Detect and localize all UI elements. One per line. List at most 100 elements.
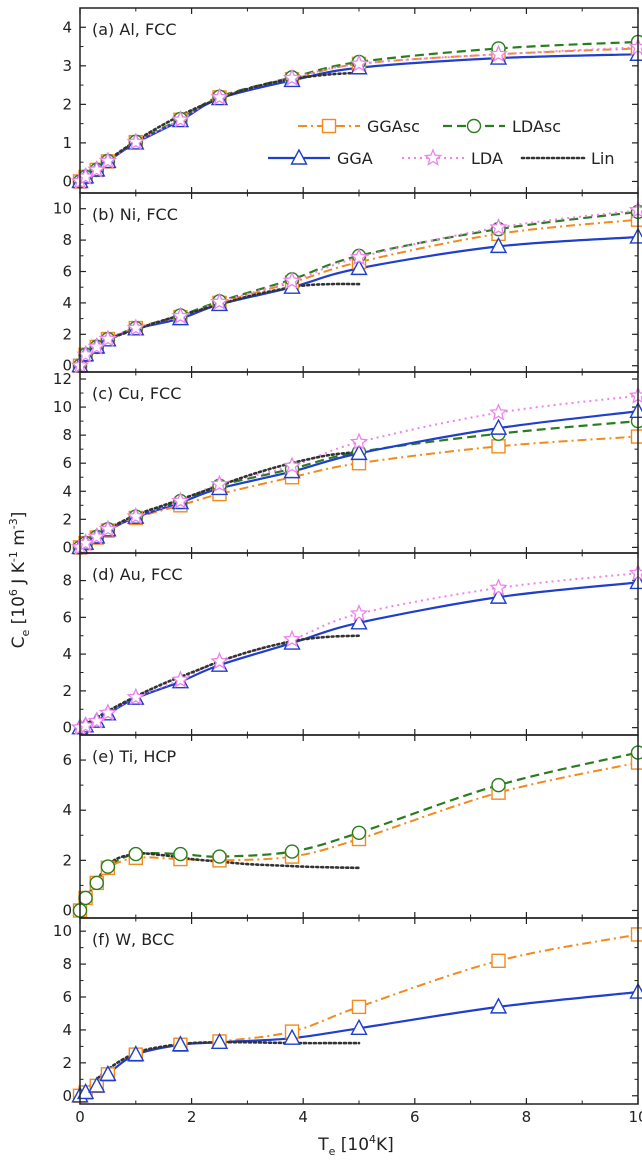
panel-label: (d) Au, FCC <box>92 565 183 584</box>
y-tick-label: 6 <box>62 988 72 1006</box>
data-point-gga <box>629 982 642 999</box>
data-point-lda <box>489 402 508 421</box>
legend-marker <box>423 148 443 166</box>
x-tick-label: 2 <box>187 1108 197 1126</box>
series-line-ldasc <box>80 210 638 367</box>
data-point-lda <box>87 527 106 545</box>
y-tick-label: 8 <box>62 572 72 590</box>
data-point-gga <box>350 443 368 461</box>
series-line-lin <box>80 634 361 729</box>
data-point-lda <box>349 432 369 450</box>
legend-item-gga: GGA <box>268 148 373 168</box>
data-point-lda <box>210 87 229 106</box>
y-tick-label: 6 <box>62 454 72 472</box>
data-point-gga <box>629 401 642 418</box>
panel-1: 0 1 2 3 4 (a) Al, FCC <box>62 7 642 194</box>
y-tick-label: 0 <box>62 719 72 737</box>
data-point-gga <box>489 997 508 1014</box>
y-axis-title: Ce [106 J K-1 m-3] <box>7 512 32 649</box>
data-point-lda <box>171 491 190 509</box>
data-point-gga <box>350 258 368 276</box>
data-point-ldasc <box>89 875 104 891</box>
data-point-lda <box>489 44 508 63</box>
data-point-gga <box>489 236 508 254</box>
panel-label: (a) Al, FCC <box>92 20 176 39</box>
data-point-lda <box>126 132 146 150</box>
x-tick-label: 6 <box>410 1108 420 1126</box>
y-tick-label: 12 <box>53 370 72 388</box>
data-point-gga <box>283 1028 301 1045</box>
data-point-gga <box>350 613 368 630</box>
legend-marker <box>290 148 308 165</box>
y-tick-label: 0 <box>62 538 72 556</box>
y-tick-label: 4 <box>62 1021 72 1039</box>
x-axis-title-units2: K] <box>376 1135 394 1155</box>
data-point-lda <box>349 603 369 622</box>
data-point-gga <box>171 1035 190 1052</box>
series-group <box>80 933 638 1098</box>
y-tick-label: 2 <box>62 95 72 113</box>
data-point-lda <box>98 151 118 169</box>
series-line-lda <box>80 394 638 549</box>
data-point-lda <box>171 670 190 688</box>
data-point-ggasc <box>630 429 642 444</box>
data-point-lda <box>98 703 118 721</box>
data-point-gga <box>99 1064 117 1082</box>
data-point-ldasc <box>284 844 300 859</box>
y-tick-label: 2 <box>62 325 72 343</box>
y-tick-label: 4 <box>62 18 72 36</box>
data-point-lda <box>489 578 508 596</box>
data-point-lda <box>87 711 106 730</box>
panel-3: 0 2 4 6 8 10 12 (c) Cu, FCC <box>53 370 642 556</box>
data-point-lda <box>87 337 106 355</box>
panel-6: 0 2 4 6 8 10 0 2 4 6 8 10 (f) W, BCC <box>53 917 642 1126</box>
panel-label: (c) Cu, FCC <box>92 384 181 403</box>
y-tick-label: 8 <box>62 426 72 444</box>
y-tick-label: 4 <box>62 482 72 500</box>
data-point-gga <box>489 418 508 435</box>
data-point-ggasc <box>351 999 367 1015</box>
y-tick-label: 6 <box>62 608 72 626</box>
data-point-lda <box>87 160 106 178</box>
data-point-lda <box>171 110 190 128</box>
y-tick-label: 8 <box>62 955 72 973</box>
y-tick-label: 2 <box>62 682 72 700</box>
data-point-lda <box>126 687 146 706</box>
data-point-gga <box>127 1045 145 1062</box>
data-point-lda <box>210 292 229 310</box>
data-point-ldasc <box>212 849 227 864</box>
data-point-ggasc <box>491 953 506 968</box>
data-point-lda <box>210 651 229 670</box>
x-axis-title-sub: e <box>329 1145 336 1158</box>
data-point-lda <box>282 271 302 289</box>
y-tick-label: 4 <box>62 645 72 663</box>
y-tick-label: 0 <box>62 172 72 190</box>
panel-2: 0 2 4 6 8 10 (b) Ni, FCC <box>53 192 642 375</box>
data-point-gga <box>629 227 642 244</box>
y-tick-label: 0 <box>62 1087 72 1105</box>
series-line-lin <box>80 1040 361 1098</box>
x-tick-label: 10 <box>628 1108 642 1126</box>
data-point-ldasc <box>351 825 367 840</box>
series-line-lda <box>80 572 638 729</box>
x-axis-title-main: T <box>317 1135 329 1155</box>
panel-label: (b) Ni, FCC <box>92 205 178 224</box>
data-point-lda <box>98 519 118 537</box>
series-line-lin <box>80 450 361 549</box>
y-tick-label: 10 <box>53 200 72 218</box>
panel-4: 0 2 4 6 8 (d) Au, FCC <box>62 552 642 737</box>
x-tick-label: 4 <box>298 1108 308 1126</box>
series-line-ggasc <box>80 933 638 1097</box>
legend-marker <box>321 118 337 134</box>
legend-item-ggasc: GGAsc <box>298 117 420 136</box>
data-point-lda <box>98 329 118 347</box>
y-tick-label: 2 <box>62 1054 72 1072</box>
y-tick-label: 2 <box>62 851 72 869</box>
legend-label: GGAsc <box>367 117 420 136</box>
data-point-lda <box>628 563 642 582</box>
data-point-lda <box>282 68 302 86</box>
x-tick-label: 0 <box>75 1108 85 1126</box>
y-axis-title-units: [10 <box>9 596 29 624</box>
